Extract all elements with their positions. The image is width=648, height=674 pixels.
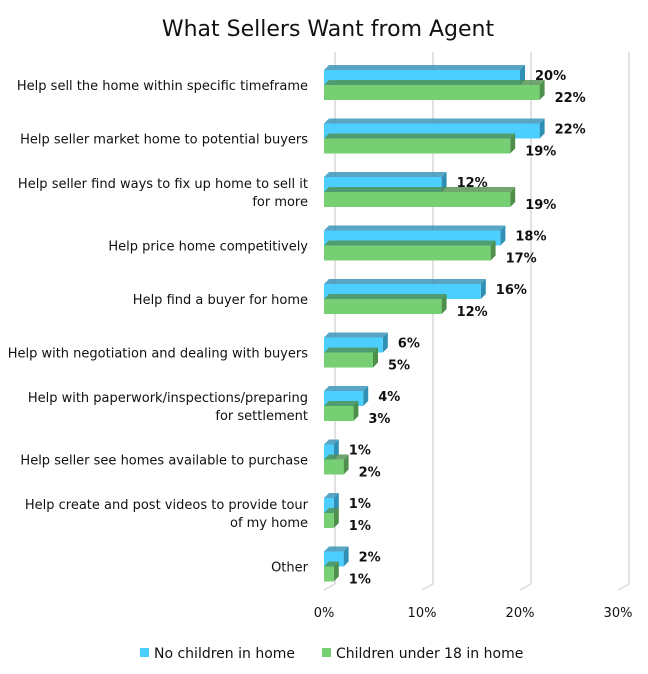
bar-top [324, 401, 359, 406]
bar-side [363, 386, 369, 406]
data-label: 3% [368, 412, 390, 427]
data-label: 12% [457, 305, 488, 320]
bar-side [353, 401, 359, 421]
bar-side [343, 546, 349, 567]
category-label: for settlement [215, 409, 308, 424]
gridline-floor [421, 583, 434, 591]
bar-top [324, 118, 545, 124]
bar-children [324, 138, 511, 154]
data-label: 16% [496, 283, 527, 298]
data-label: 17% [506, 252, 537, 267]
bar-side [382, 332, 388, 353]
bar-top [324, 225, 506, 231]
gridline-floor [323, 583, 336, 591]
category-label: Help seller see homes available to purch… [20, 454, 308, 469]
bar-top [324, 172, 447, 177]
bar-side [441, 294, 447, 314]
data-label: 2% [359, 466, 381, 481]
gridline-floor [617, 583, 630, 591]
bar-side [480, 279, 486, 299]
bar-no-children [324, 444, 334, 460]
bar-side [510, 187, 516, 207]
bar-top [324, 240, 496, 246]
bar-children [324, 459, 344, 475]
bar-top [324, 546, 349, 552]
category-label: Help seller find ways to fix up home to … [18, 177, 308, 192]
legend-label: Children under 18 in home [336, 646, 523, 662]
data-label: 19% [525, 198, 556, 213]
bar-children [324, 352, 373, 368]
legend-swatch [322, 648, 331, 657]
data-label: 22% [555, 123, 586, 138]
x-tick-label: 20% [506, 606, 535, 621]
bar-top [324, 332, 388, 338]
bar-children [324, 299, 442, 314]
x-tick-label: 10% [408, 606, 437, 621]
bar-top [324, 65, 525, 70]
bar-side [343, 454, 349, 475]
bar-top [324, 493, 339, 498]
x-tick-label: 30% [604, 606, 633, 621]
data-label: 12% [457, 176, 488, 191]
bar-top [324, 439, 339, 445]
bar-top [324, 187, 516, 192]
category-label: Help seller market home to potential buy… [20, 133, 308, 148]
data-label: 1% [349, 497, 371, 512]
bar-top [324, 279, 486, 284]
gridline-floor [519, 583, 532, 591]
category-label: Help price home competitively [108, 240, 308, 255]
bar-children [324, 85, 540, 100]
x-tick-label: 0% [314, 606, 335, 621]
data-label: 2% [359, 551, 381, 566]
category-label: Help with paperwork/inspections/preparin… [28, 391, 308, 406]
bar-top [324, 386, 369, 391]
category-label: Help find a buyer for home [133, 293, 308, 308]
bar-side [539, 80, 545, 100]
category-label: for more [252, 195, 308, 210]
bar-side [373, 347, 378, 368]
legend-label: No children in home [154, 646, 295, 662]
bar-top [324, 80, 545, 85]
bar-top [324, 294, 447, 299]
chart-title: What Sellers Want from Agent [162, 17, 495, 42]
data-label: 1% [349, 444, 371, 459]
bar-side [500, 225, 506, 246]
bar-top [324, 347, 378, 353]
bar-side [539, 118, 545, 139]
bar-top [324, 133, 516, 139]
bar-side [490, 240, 496, 261]
data-label: 1% [349, 573, 371, 588]
data-label: 6% [398, 337, 420, 352]
bar-children [324, 406, 354, 421]
bar-top [324, 561, 339, 567]
bar-children [324, 513, 334, 528]
data-label: 5% [388, 359, 410, 374]
bar-children [324, 566, 334, 582]
data-label: 22% [555, 91, 586, 106]
bar-no-children [324, 498, 334, 513]
category-label: Help with negotiation and dealing with b… [8, 347, 309, 362]
bar-side [333, 561, 339, 582]
data-label: 4% [378, 390, 400, 405]
bar-side [333, 508, 339, 528]
data-label: 20% [535, 69, 566, 84]
data-label: 1% [349, 519, 371, 534]
category-label: Help sell the home within specific timef… [17, 79, 308, 94]
bar-children [324, 245, 491, 261]
data-label: 19% [525, 145, 556, 160]
category-label: of my home [230, 516, 308, 531]
bar-side [510, 133, 516, 154]
bar-children [324, 192, 511, 207]
bar-top [324, 508, 339, 513]
category-label: Help create and post videos to provide t… [25, 498, 309, 513]
legend-swatch [140, 648, 149, 657]
data-label: 18% [515, 230, 546, 245]
bar-top [324, 454, 349, 460]
category-label: Other [271, 561, 309, 576]
